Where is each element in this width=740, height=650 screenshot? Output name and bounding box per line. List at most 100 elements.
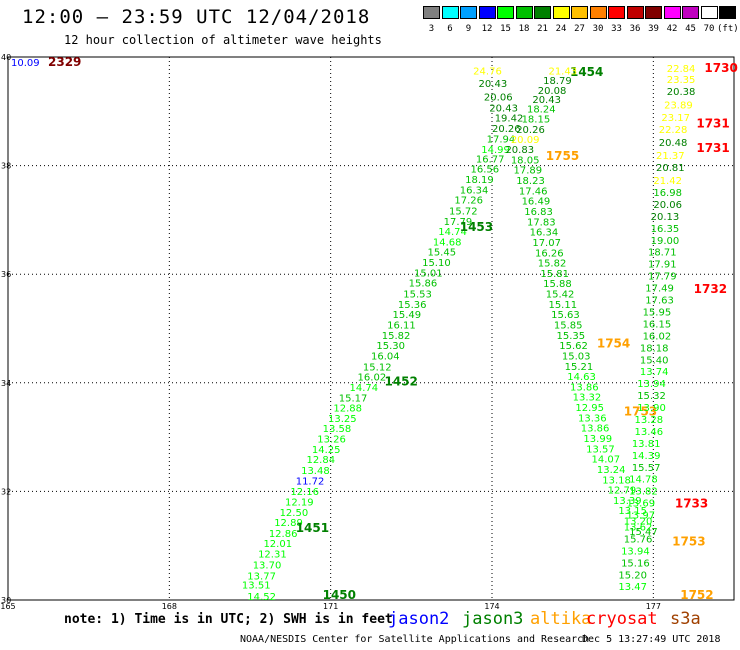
- legend-altika: altika: [530, 609, 592, 629]
- swh-observation: 15.10: [422, 258, 451, 269]
- swh-observation: 18.05: [511, 155, 540, 166]
- swh-observation: 17.89: [514, 166, 543, 177]
- scale-swatch: [460, 6, 477, 19]
- swh-observation: 20.06: [653, 200, 682, 211]
- swh-observation: 15.16: [621, 558, 650, 569]
- swh-observation: 16.49: [522, 197, 551, 208]
- swh-observation: 13.70: [253, 561, 282, 572]
- swh-observation: 15.40: [640, 355, 669, 366]
- scale-label: 39: [648, 24, 659, 34]
- swh-observation: 17.79: [444, 217, 473, 228]
- swh-observation: 16.15: [643, 319, 672, 330]
- swh-observation: 15.62: [559, 341, 588, 352]
- pass-time-label: 1733: [675, 497, 708, 511]
- swh-observation: 18.24: [527, 104, 556, 115]
- swh-observation: 16.02: [643, 331, 672, 342]
- swh-observation: 23.35: [667, 75, 696, 86]
- lon-tick-label: 174: [484, 602, 499, 611]
- swh-observation: 15.88: [543, 279, 572, 290]
- pass-time-label: 1731: [696, 141, 729, 155]
- scale-swatch: [571, 6, 588, 19]
- page-title: 12:00 – 23:59 UTC 12/04/2018: [22, 6, 371, 28]
- scale-label: 9: [465, 24, 472, 34]
- scale-swatch: [441, 6, 459, 19]
- swh-observation: 12.79: [608, 486, 637, 497]
- scale-label: 6: [447, 24, 453, 34]
- swh-observation: 13.51: [242, 581, 271, 592]
- scale-label: 24: [555, 24, 567, 34]
- pass-time-label: 1453: [460, 220, 493, 234]
- swh-observation: 13.82: [629, 487, 658, 498]
- swh-observation: 16.04: [371, 351, 400, 362]
- swh-observation: 12.95: [575, 403, 604, 414]
- corner-value: 10.09: [11, 58, 40, 69]
- swh-observation: 12.86: [269, 529, 298, 540]
- swh-observation: 24.76: [473, 66, 502, 77]
- swh-observation: 13.32: [573, 393, 602, 404]
- scale-swatch: [626, 6, 644, 19]
- swh-observation: 15.76: [624, 534, 653, 545]
- swh-observation: 15.20: [618, 570, 647, 581]
- swh-observation: 16.26: [535, 248, 564, 259]
- swh-observation: 20.06: [484, 92, 513, 103]
- scale-swatch: [589, 6, 607, 19]
- swh-observation: 20.48: [659, 138, 688, 149]
- swh-observation: 15.17: [339, 393, 368, 404]
- swh-observation: 14.07: [591, 455, 620, 466]
- swh-observation: 17.91: [648, 260, 677, 271]
- pass-time-label: 1753: [672, 535, 705, 549]
- pass-time-label: 1752: [680, 588, 713, 602]
- swh-observation: 15.01: [414, 268, 443, 279]
- lat-tick-label: 40: [1, 53, 11, 62]
- swh-observation: 18.19: [465, 175, 494, 186]
- lat-tick-label: 34: [1, 379, 11, 388]
- swh-observation: 16.35: [651, 224, 680, 235]
- swh-observation: 23.89: [664, 101, 693, 112]
- pass-time-label: 1753: [624, 404, 657, 418]
- swh-observation: 13.90: [637, 403, 666, 414]
- swh-observation: 13.74: [640, 367, 669, 378]
- swh-observation: 17.26: [454, 196, 483, 207]
- swh-observation: 21.42: [653, 176, 682, 187]
- scale-label: 42: [666, 24, 678, 34]
- scale-label: 36: [629, 24, 641, 34]
- lat-tick-label: 38: [1, 162, 11, 171]
- swh-observation: 15.42: [546, 290, 575, 301]
- pass-time-label: 1755: [546, 149, 579, 163]
- swh-observation: 18.15: [522, 115, 551, 126]
- swh-observation: 20.81: [656, 163, 685, 174]
- swh-observation: 13.81: [632, 439, 661, 450]
- scale-swatch: [645, 6, 662, 19]
- swh-observation: 13.36: [578, 413, 607, 424]
- swh-observation: 15.12: [363, 362, 392, 373]
- swh-observation: 14.74: [349, 383, 378, 394]
- map-frame: [7, 56, 735, 601]
- swh-observation: 14.74: [438, 227, 467, 238]
- swh-observation: 13.48: [301, 466, 330, 477]
- swh-observation: 16.34: [460, 185, 489, 196]
- pass-time-label: 1731: [696, 117, 729, 131]
- swh-observation: 13.57: [586, 444, 615, 455]
- scale-label: 15: [500, 24, 511, 34]
- swh-observation: 21.37: [656, 151, 685, 162]
- swh-observation: 13.86: [581, 424, 610, 435]
- pass-time-label: 1451: [296, 521, 329, 535]
- swh-observation: 13.47: [618, 582, 647, 593]
- swh-observation: 22.84: [667, 64, 696, 75]
- swh-observation: 16.77: [476, 154, 505, 165]
- legend-jason2: jason2: [388, 609, 450, 629]
- swh-observation: 17.49: [645, 284, 674, 295]
- swh-observation: 18.71: [648, 248, 677, 259]
- swh-observation: 15.21: [565, 362, 594, 373]
- swh-observation: 17.94: [487, 134, 516, 145]
- swh-observation: 13.46: [635, 427, 664, 438]
- swh-observation: 15.95: [643, 307, 672, 318]
- pass-time-label: 1452: [384, 375, 417, 389]
- swh-observation: 15.45: [427, 248, 456, 259]
- scale-swatch: [682, 6, 699, 19]
- swh-observation: 20.43: [489, 103, 518, 114]
- swh-observation: 13.99: [583, 434, 612, 445]
- swh-observation: 14.78: [629, 475, 658, 486]
- swh-observation: 20.09: [511, 135, 540, 146]
